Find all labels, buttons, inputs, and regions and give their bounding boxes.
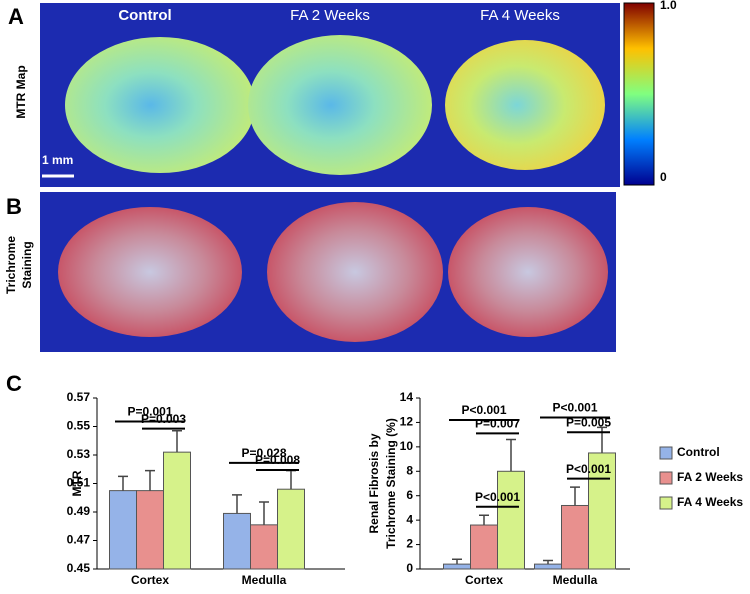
error-bar	[506, 438, 516, 472]
error-bar	[597, 426, 607, 453]
y-tick-label: 8	[406, 463, 413, 477]
row-label: Trichrome	[4, 236, 18, 294]
legend-label: FA 4 Weeks	[677, 495, 743, 509]
kidney-image	[65, 37, 255, 173]
error-bar	[232, 494, 242, 514]
bar	[109, 490, 137, 570]
kidney-image	[448, 207, 608, 337]
bar	[561, 504, 589, 570]
y-tick-label: 0.53	[67, 447, 91, 461]
annotation: P=0.007	[475, 417, 520, 431]
y-tick-label: 14	[400, 390, 414, 404]
error-bar	[452, 558, 462, 565]
column-label: FA 4 Weeks	[480, 7, 560, 24]
colorbar-label: 0	[660, 170, 667, 184]
bar	[443, 563, 471, 570]
annotation: P=0.003	[141, 412, 186, 426]
y-tick-label: 4	[406, 512, 413, 526]
bar	[250, 524, 278, 570]
y-axis-label: Trichrome Staining (%)	[384, 418, 398, 549]
legend-label: FA 2 Weeks	[677, 470, 743, 484]
annotation: P<0.001	[552, 401, 597, 415]
legend-swatch	[659, 496, 673, 510]
x-tick-label: Cortex	[131, 573, 169, 587]
y-tick-label: 10	[400, 439, 414, 453]
panel-label: A	[8, 4, 24, 29]
y-tick-label: 0.47	[67, 533, 91, 547]
error-bar	[118, 475, 128, 491]
annotation: P<0.001	[475, 490, 520, 504]
bar	[223, 512, 251, 570]
error-bar	[570, 486, 580, 506]
annotation: P=0.028	[241, 446, 286, 460]
annotation: P=0.005	[566, 415, 611, 429]
error-bar	[543, 559, 553, 565]
y-axis-label: MTR	[70, 470, 84, 496]
colorbar	[623, 2, 655, 186]
row-label: MTR Map	[14, 65, 28, 118]
scale-label: 1 mm	[42, 153, 73, 167]
bar	[470, 524, 498, 570]
y-tick-label: 0.49	[67, 504, 91, 518]
bar	[136, 490, 164, 570]
y-axis-label: Renal Fibrosis by	[367, 433, 381, 533]
row-label: Staining	[20, 241, 34, 288]
y-tick-label: 0.45	[67, 561, 91, 575]
bar	[497, 470, 525, 570]
colorbar-label: 1.0	[660, 0, 677, 12]
y-tick-label: 12	[400, 415, 414, 429]
legend-swatch	[659, 446, 673, 460]
y-tick-label: 0.55	[67, 419, 91, 433]
y-tick-label: 0	[406, 561, 413, 575]
bar	[277, 488, 305, 570]
x-tick-label: Medulla	[242, 573, 287, 587]
column-label: FA 2 Weeks	[290, 7, 370, 24]
kidney-image	[445, 40, 605, 170]
annotation: P<0.001	[461, 403, 506, 417]
error-bar	[259, 501, 269, 525]
x-tick-label: Cortex	[465, 573, 503, 587]
y-tick-label: 2	[406, 537, 413, 551]
y-tick-label: 0.57	[67, 390, 91, 404]
column-label: Control	[118, 7, 171, 24]
kidney-image	[267, 202, 443, 342]
bar	[163, 451, 191, 570]
error-bar	[145, 469, 155, 491]
panel-label: B	[6, 194, 22, 219]
error-bar	[286, 469, 296, 490]
legend-label: Control	[677, 445, 720, 459]
error-bar	[172, 430, 182, 453]
kidney-image	[58, 207, 242, 337]
x-tick-label: Medulla	[553, 573, 598, 587]
y-tick-label: 6	[406, 488, 413, 502]
kidney-image	[248, 35, 432, 175]
error-bar	[479, 514, 489, 526]
panel-label: C	[6, 371, 22, 396]
annotation: P=0.008	[255, 453, 300, 467]
annotation: P=0.001	[127, 405, 172, 419]
annotation: P<0.001	[566, 462, 611, 476]
bar	[534, 563, 562, 570]
y-tick-label: 0.51	[67, 476, 91, 490]
legend-swatch	[659, 471, 673, 485]
